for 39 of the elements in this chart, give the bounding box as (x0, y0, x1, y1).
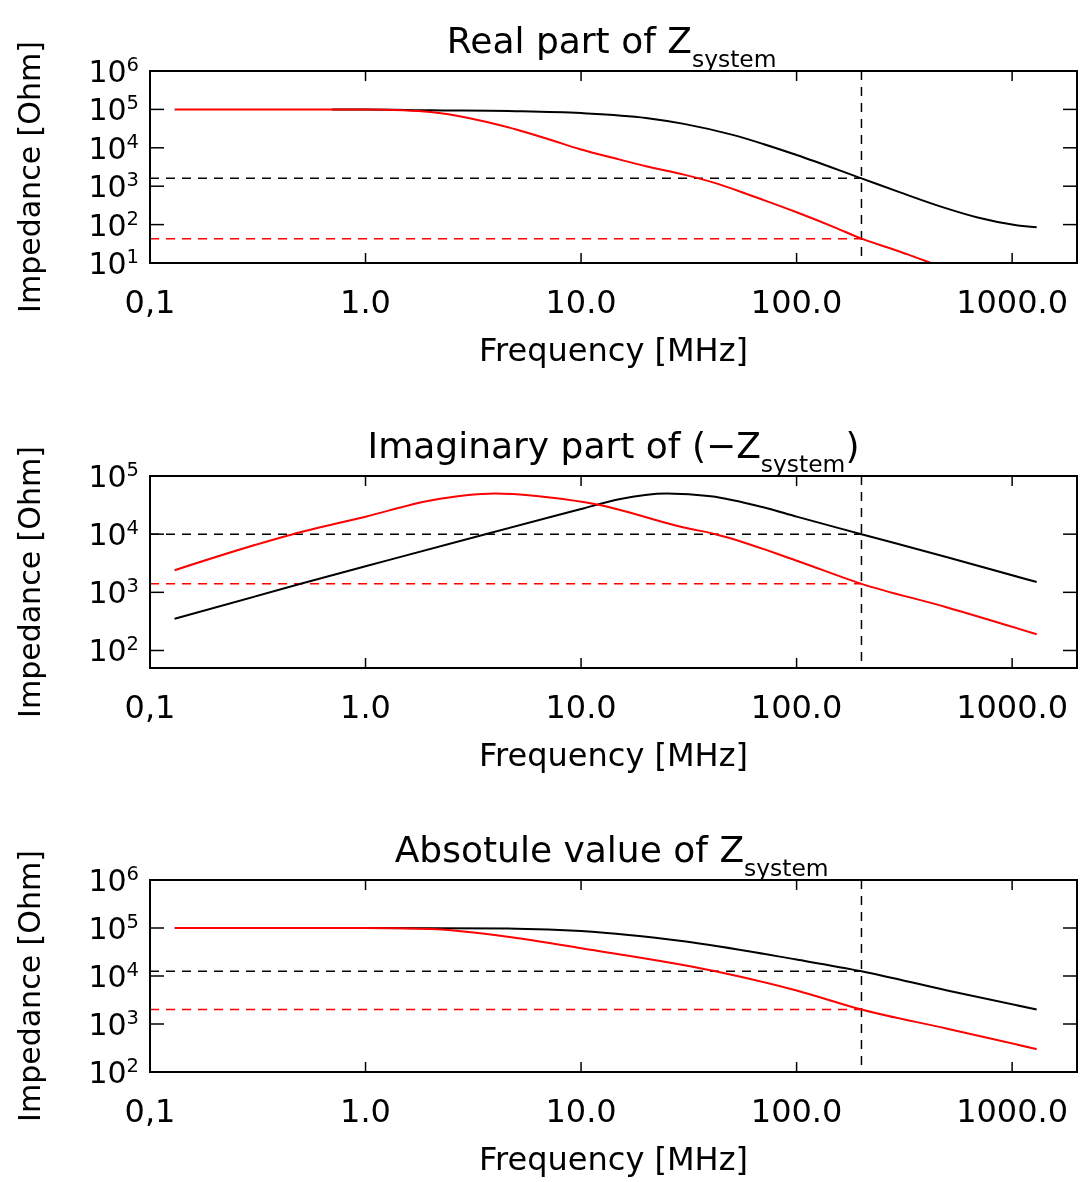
chart-title: Real part of Z$_{system}$ (446, 20, 777, 73)
y-tick-label: 10$^{4}$ (88, 957, 139, 994)
y-tick-label: 10$^{3}$ (88, 167, 139, 205)
x-tick-label: 10.0 (545, 688, 617, 726)
y-tick-label: 10$^{2}$ (88, 1053, 139, 1090)
y-tick-label: 10$^{5}$ (88, 90, 139, 128)
x-tick-label: 100.0 (750, 1092, 843, 1130)
x-tick-label: 1.0 (340, 688, 391, 726)
chart-title: Absotule value of Z$_{system}$ (394, 829, 829, 882)
chart-title: Imaginary part of (−Z$_{system}$) (367, 425, 860, 478)
x-tick-label: 10.0 (545, 1092, 617, 1130)
y-tick-label: 10$^{1}$ (88, 244, 139, 281)
x-axis-title: Frequency [MHz] (479, 736, 748, 774)
x-tick-label: 0,1 (124, 283, 176, 321)
y-tick-label: 10$^{5}$ (88, 909, 139, 946)
x-axis-title: Frequency [MHz] (479, 1140, 748, 1178)
x-tick-label: 1000.0 (956, 283, 1069, 321)
x-tick-label: 0,1 (124, 1092, 176, 1130)
y-tick-label: 10$^{3}$ (88, 1005, 139, 1042)
x-tick-label: 1000.0 (956, 1092, 1069, 1130)
x-tick-label: 0,1 (124, 688, 176, 726)
y-tick-label: 10$^{3}$ (88, 573, 139, 611)
y-tick-label: 10$^{2}$ (88, 206, 139, 243)
x-axis-title: Frequency [MHz] (479, 331, 748, 369)
y-tick-label: 10$^{2}$ (88, 631, 139, 669)
y-axis-title: Impedance [Ohm] (12, 850, 47, 1122)
x-tick-label: 1.0 (340, 1092, 391, 1130)
x-tick-label: 1000.0 (956, 688, 1069, 726)
y-tick-label: 10$^{4}$ (88, 515, 139, 553)
x-tick-label: 10.0 (545, 283, 617, 321)
y-tick-label: 10$^{6}$ (88, 861, 139, 898)
y-tick-label: 10$^{4}$ (88, 129, 139, 166)
x-tick-label: 1.0 (340, 283, 391, 321)
x-tick-label: 100.0 (750, 688, 843, 726)
y-tick-label: 10$^{6}$ (88, 52, 139, 89)
y-axis-title: Impedance [Ohm] (12, 41, 47, 313)
y-axis-title: Impedance [Ohm] (12, 446, 47, 718)
y-tick-label: 10$^{5}$ (88, 457, 139, 494)
x-tick-label: 100.0 (750, 283, 843, 321)
